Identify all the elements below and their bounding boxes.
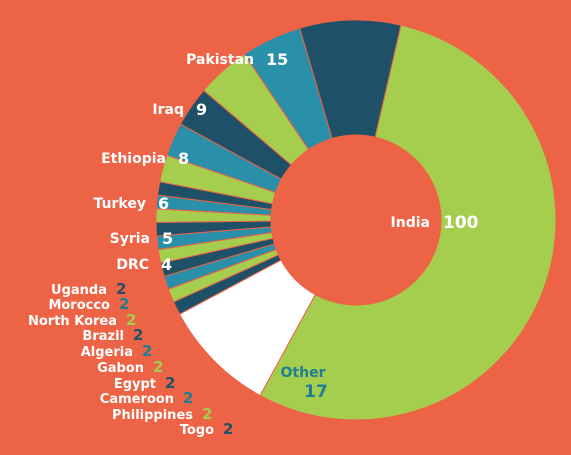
value-brazil: 2: [133, 326, 143, 344]
label-philippines: Philippines: [112, 408, 193, 423]
value-egypt: 2: [165, 374, 175, 392]
value-cameroon: 2: [183, 389, 193, 407]
slices: [155, 19, 557, 421]
label-algeria: Algeria: [81, 345, 133, 360]
label-north-korea: North Korea: [28, 314, 117, 329]
value-ethiopia: 8: [178, 149, 189, 168]
value-syria: 5: [162, 229, 173, 248]
label-brazil: Brazil: [82, 329, 124, 344]
label-morocco: Morocco: [48, 298, 110, 313]
value-gabon: 2: [153, 358, 163, 376]
value-other: 17: [304, 382, 328, 402]
value-philippines: 2: [202, 405, 212, 423]
value-pakistan: 15: [266, 50, 288, 69]
label-syria: Syria: [110, 231, 150, 247]
slice-pakistan: [299, 19, 402, 140]
label-india: India: [391, 215, 430, 231]
value-drc: 4: [161, 255, 172, 274]
label-pakistan: Pakistan: [186, 52, 254, 68]
label-drc: DRC: [116, 257, 149, 273]
label-other: Other: [281, 365, 326, 381]
label-ethiopia: Ethiopia: [101, 151, 166, 167]
value-togo: 2: [223, 420, 233, 438]
label-gabon: Gabon: [97, 361, 144, 376]
value-north-korea: 2: [126, 311, 136, 329]
slice-india: [259, 24, 557, 421]
value-iraq: 9: [196, 100, 207, 119]
label-cameroon: Cameroon: [100, 392, 174, 407]
value-algeria: 2: [142, 342, 152, 360]
label-uganda: Uganda: [51, 283, 107, 298]
value-morocco: 2: [119, 295, 129, 313]
value-turkey: 6: [158, 194, 169, 213]
label-egypt: Egypt: [114, 377, 156, 392]
value-uganda: 2: [116, 280, 126, 298]
value-india: 100: [443, 213, 479, 233]
label-turkey: Turkey: [94, 196, 146, 212]
label-iraq: Iraq: [152, 102, 184, 118]
label-togo: Togo: [180, 423, 214, 438]
